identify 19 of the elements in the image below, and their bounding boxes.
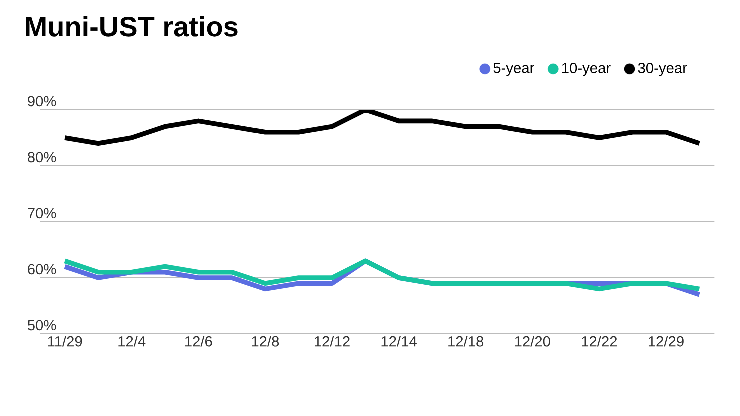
x-tick-label: 11/29 [48,336,82,347]
y-tick-label: 50% [28,320,56,331]
x-tick-label: 12/12 [315,336,350,347]
x-tick-label: 12/18 [448,336,484,347]
chart-title: Muni-UST ratios [26,16,238,37]
x-tick-label: 12/14 [382,336,417,347]
x-tick-label: 12/20 [515,336,550,347]
x-tick-label: 12/8 [252,336,280,347]
y-tick-label: 60% [28,264,56,275]
x-tick-label: 12/6 [185,336,212,347]
y-tick-label: 80% [28,152,56,163]
legend-label: 10-year [562,63,611,76]
legend-label: 30-year [638,63,688,76]
x-tick-label: 12/4 [118,336,146,347]
legend-label: 5-year [494,63,534,76]
y-tick-label: 70% [28,208,56,219]
x-tick-label: 12/29 [648,336,684,347]
y-tick-label: 90% [28,96,56,107]
x-tick-label: 12/22 [582,336,618,347]
